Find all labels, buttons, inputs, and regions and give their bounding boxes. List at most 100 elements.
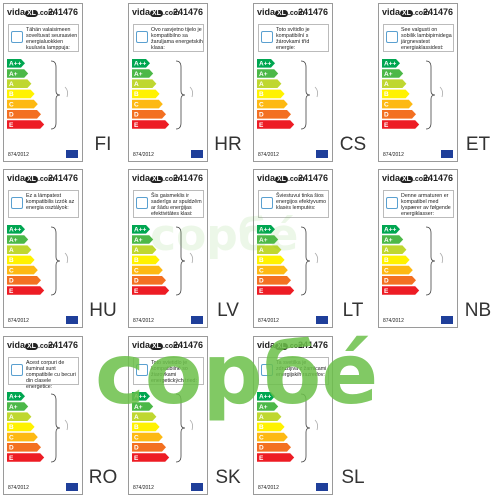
class-arrow bbox=[382, 286, 420, 295]
class-arrow bbox=[257, 443, 291, 452]
eu-flag bbox=[191, 150, 203, 158]
compat-text: Ez a lámpatest kompatibilis izzók az ene… bbox=[26, 193, 75, 211]
product-number: 241476 bbox=[47, 7, 78, 17]
language-code: LV bbox=[217, 300, 239, 321]
class-label: E bbox=[259, 455, 264, 462]
class-arrow bbox=[7, 402, 29, 411]
class-label: C bbox=[259, 267, 264, 274]
class-label: B bbox=[9, 424, 14, 431]
brand-suffix: .com bbox=[162, 343, 180, 350]
class-label: A++ bbox=[134, 227, 146, 234]
brand: vida bbox=[257, 173, 276, 183]
class-label: D bbox=[9, 278, 14, 285]
compat-text: Ovo rasvjetno tijelo je kompatibilno sa … bbox=[151, 27, 203, 51]
class-arrow bbox=[132, 432, 163, 442]
energy-label: vida XL .com 241476 Denne armaturen er kompa… bbox=[378, 169, 458, 328]
class-label: B bbox=[9, 91, 14, 98]
class-arrow bbox=[132, 99, 163, 109]
class-arrow bbox=[7, 255, 35, 265]
brand-badge: XL bbox=[150, 343, 163, 350]
language-code: HU bbox=[89, 300, 117, 321]
class-arrow bbox=[132, 402, 154, 411]
class-arrow bbox=[7, 453, 45, 462]
regulation: 874/2012 bbox=[133, 152, 154, 158]
label-cell: vida XL .com 241476 Šviestuvui tinka šios en… bbox=[250, 166, 375, 332]
regulation: 874/2012 bbox=[133, 485, 154, 491]
eu-flag bbox=[316, 316, 328, 324]
brand-suffix: .com bbox=[287, 176, 305, 183]
text-box: Toto svietidlo je kompatibilné so žiarov… bbox=[133, 357, 204, 385]
class-arrow bbox=[132, 255, 160, 265]
class-label: D bbox=[134, 278, 139, 285]
class-label: B bbox=[259, 91, 264, 98]
class-arrow bbox=[257, 120, 295, 129]
compat-text: Ta svetilka je združljiva z žarnicami en… bbox=[276, 360, 327, 378]
class-arrow bbox=[257, 235, 279, 244]
regulation: 874/2012 bbox=[383, 152, 404, 158]
class-label: D bbox=[259, 445, 264, 452]
lamp-icon bbox=[11, 364, 23, 376]
brand-badge: XL bbox=[400, 10, 413, 17]
brand-logo: vida XL .com bbox=[382, 173, 429, 183]
compat-text: See valgusti on sobilik lambipirnidega j… bbox=[401, 27, 452, 51]
class-label: E bbox=[384, 122, 389, 129]
text-box: Ovo rasvjetno tijelo je kompatibilno sa … bbox=[133, 24, 204, 52]
class-arrow bbox=[132, 422, 160, 432]
regulation: 874/2012 bbox=[8, 318, 29, 324]
class-arrow bbox=[382, 99, 413, 109]
label-cell: vida XL .com 241476 Toto svítidlo je kompati… bbox=[250, 0, 375, 166]
class-label: E bbox=[134, 288, 139, 295]
brand-logo: vida XL .com bbox=[7, 173, 54, 183]
class-label: A++ bbox=[384, 227, 396, 234]
product-number: 241476 bbox=[47, 173, 78, 183]
brand-badge: XL bbox=[25, 10, 38, 17]
lamp-sketch bbox=[314, 252, 319, 264]
compat-text: Denne armaturen er kompatibel med lyspær… bbox=[401, 193, 451, 217]
product-number: 241476 bbox=[422, 173, 453, 183]
class-arrow bbox=[132, 245, 157, 254]
lamp-sketch bbox=[189, 419, 194, 431]
class-arrow bbox=[132, 235, 154, 244]
class-arrow bbox=[132, 59, 150, 68]
product-number: 241476 bbox=[297, 7, 328, 17]
class-label: B bbox=[9, 257, 14, 264]
class-label: B bbox=[259, 424, 264, 431]
brand: vida bbox=[7, 340, 26, 350]
brand-suffix: .com bbox=[287, 343, 305, 350]
class-label: A bbox=[134, 414, 139, 421]
class-arrow bbox=[7, 265, 38, 275]
language-code: RO bbox=[88, 467, 118, 488]
lamp-icon bbox=[261, 31, 273, 43]
regulation: 874/2012 bbox=[258, 485, 279, 491]
text-box: See valgusti on sobilik lambipirnidega j… bbox=[383, 24, 454, 52]
eu-flag bbox=[66, 150, 78, 158]
bracket bbox=[175, 393, 186, 463]
lamp-icon bbox=[11, 197, 23, 209]
class-arrow bbox=[132, 412, 157, 421]
lamp-sketch bbox=[314, 86, 319, 98]
language-code: CS bbox=[339, 134, 367, 155]
product-number: 241476 bbox=[297, 173, 328, 183]
class-label: A++ bbox=[134, 61, 146, 68]
lamp-icon bbox=[11, 31, 23, 43]
compat-text: Šis gaismeklis ir saderīgs ar spuldzēm a… bbox=[151, 193, 202, 217]
bracket bbox=[425, 226, 436, 296]
class-label: A+ bbox=[9, 404, 18, 411]
class-arrow bbox=[7, 432, 38, 442]
text-box: Toto svítidlo je kompatibilní s žárovkam… bbox=[258, 24, 329, 52]
class-label: C bbox=[134, 267, 139, 274]
eu-flag bbox=[441, 316, 453, 324]
lamp-sketch bbox=[64, 252, 69, 264]
class-label: C bbox=[134, 101, 139, 108]
brand-badge: XL bbox=[275, 176, 288, 183]
class-arrow bbox=[7, 110, 41, 119]
class-arrow bbox=[257, 432, 288, 442]
brand: vida bbox=[132, 7, 151, 17]
eu-flag bbox=[191, 316, 203, 324]
class-label: A bbox=[259, 81, 264, 88]
